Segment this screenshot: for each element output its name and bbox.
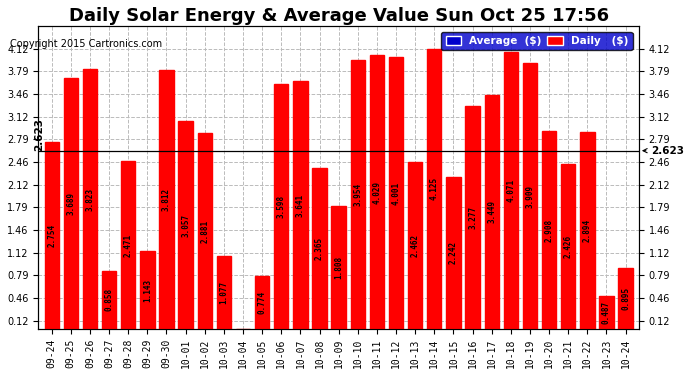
Bar bbox=[179, 121, 193, 329]
Bar bbox=[274, 84, 288, 329]
Bar bbox=[427, 49, 442, 329]
Bar bbox=[618, 268, 633, 329]
Text: 3.909: 3.909 bbox=[526, 184, 535, 208]
Bar bbox=[313, 168, 326, 329]
Text: 4.071: 4.071 bbox=[506, 179, 515, 202]
Text: 3.057: 3.057 bbox=[181, 213, 190, 237]
Bar bbox=[542, 131, 556, 329]
Bar bbox=[45, 142, 59, 329]
Bar bbox=[293, 81, 308, 329]
Bar bbox=[140, 251, 155, 329]
Bar bbox=[351, 60, 365, 329]
Bar bbox=[255, 276, 269, 329]
Text: 4.001: 4.001 bbox=[391, 182, 400, 204]
Text: 3.598: 3.598 bbox=[277, 195, 286, 218]
Text: 4.125: 4.125 bbox=[430, 177, 439, 200]
Bar bbox=[63, 78, 78, 329]
Text: 2.242: 2.242 bbox=[449, 241, 458, 264]
Text: 2.365: 2.365 bbox=[315, 237, 324, 260]
Bar bbox=[389, 57, 403, 329]
Text: 3.812: 3.812 bbox=[162, 188, 171, 211]
Text: 3.823: 3.823 bbox=[86, 188, 95, 211]
Bar bbox=[83, 69, 97, 329]
Text: 2.462: 2.462 bbox=[411, 234, 420, 257]
Text: 2.754: 2.754 bbox=[47, 224, 56, 247]
Bar bbox=[523, 63, 537, 329]
Text: 2.894: 2.894 bbox=[583, 219, 592, 242]
Text: 3.449: 3.449 bbox=[487, 200, 496, 223]
Bar bbox=[121, 161, 135, 329]
Text: 3.641: 3.641 bbox=[296, 194, 305, 217]
Text: 1.808: 1.808 bbox=[334, 256, 343, 279]
Bar bbox=[561, 164, 575, 329]
Text: Copyright 2015 Cartronics.com: Copyright 2015 Cartronics.com bbox=[10, 39, 162, 50]
Bar bbox=[446, 177, 461, 329]
Text: 2.426: 2.426 bbox=[564, 235, 573, 258]
Bar bbox=[600, 296, 613, 329]
Text: 2.908: 2.908 bbox=[544, 219, 553, 242]
Text: 0.895: 0.895 bbox=[621, 287, 630, 310]
Bar bbox=[504, 52, 518, 329]
Bar bbox=[331, 206, 346, 329]
Bar bbox=[370, 55, 384, 329]
Text: 3.277: 3.277 bbox=[468, 206, 477, 229]
Legend: Average  ($), Daily   ($): Average ($), Daily ($) bbox=[442, 32, 633, 50]
Bar bbox=[197, 133, 212, 329]
Bar bbox=[217, 256, 231, 329]
Text: 1.077: 1.077 bbox=[219, 281, 228, 304]
Bar bbox=[580, 132, 595, 329]
Bar bbox=[465, 106, 480, 329]
Text: 2.623: 2.623 bbox=[34, 118, 43, 151]
Text: 2.623: 2.623 bbox=[643, 146, 684, 156]
Text: 1.143: 1.143 bbox=[143, 279, 152, 302]
Text: 2.471: 2.471 bbox=[124, 233, 132, 256]
Text: 4.029: 4.029 bbox=[373, 180, 382, 204]
Bar bbox=[102, 271, 116, 329]
Bar bbox=[408, 162, 422, 329]
Bar bbox=[484, 94, 499, 329]
Bar bbox=[159, 70, 174, 329]
Text: 3.689: 3.689 bbox=[66, 192, 75, 215]
Text: 0.858: 0.858 bbox=[105, 288, 114, 311]
Text: 0.774: 0.774 bbox=[257, 291, 266, 314]
Title: Daily Solar Energy & Average Value Sun Oct 25 17:56: Daily Solar Energy & Average Value Sun O… bbox=[68, 7, 609, 25]
Text: 3.954: 3.954 bbox=[353, 183, 362, 206]
Text: 2.881: 2.881 bbox=[200, 219, 209, 243]
Text: 0.487: 0.487 bbox=[602, 301, 611, 324]
